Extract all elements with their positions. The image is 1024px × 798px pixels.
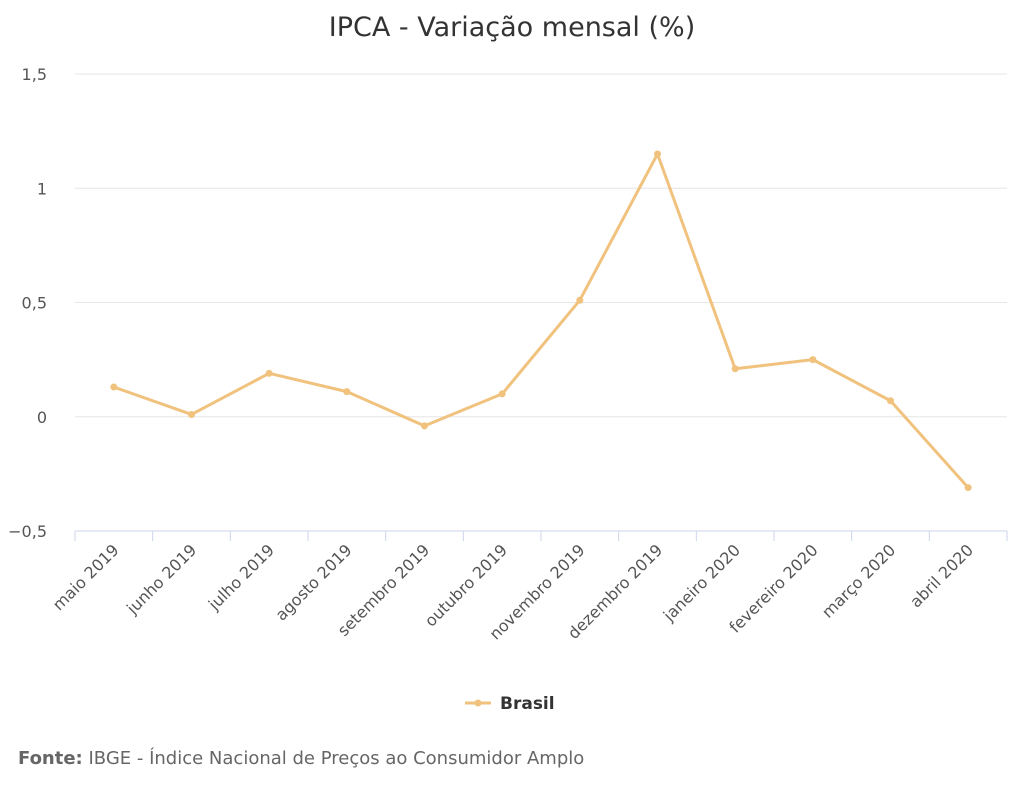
x-tick-label: maio 2019: [49, 540, 123, 614]
x-tick-label: junho 2019: [122, 540, 200, 618]
source-label: Fonte:: [18, 748, 83, 769]
chart-title: IPCA - Variação mensal (%): [328, 12, 696, 43]
legend-marker: [474, 699, 482, 707]
data-point[interactable]: [731, 365, 739, 373]
data-point[interactable]: [110, 383, 118, 391]
data-point[interactable]: [265, 369, 273, 377]
line-chart: −0,5 0 0,5 1 1,5 maio 2019 junho 2019 julho 20…: [8, 65, 1008, 714]
data-point[interactable]: [654, 150, 661, 158]
data-point[interactable]: [498, 390, 506, 398]
y-tick-label: 1: [37, 179, 47, 198]
data-point[interactable]: [421, 422, 428, 430]
y-tick-label: 0,5: [22, 294, 47, 313]
y-tick-label: 0: [37, 408, 47, 427]
x-tick-label: agosto 2019: [272, 540, 356, 624]
source-text: IBGE - Índice Nacional de Preços ao Cons…: [82, 748, 585, 769]
y-tick-label: −0,5: [8, 522, 47, 541]
x-tick-label: julho 2019: [204, 540, 278, 614]
data-point[interactable]: [576, 296, 584, 304]
gridlines: [75, 73, 1007, 418]
series-line[interactable]: [112, 152, 970, 490]
x-tick-label: março 2020: [818, 540, 899, 621]
x-tick-label: janeiro 2020: [659, 540, 744, 625]
data-point[interactable]: [809, 356, 817, 364]
data-point[interactable]: [343, 388, 351, 396]
source-caption: Fonte: IBGE - Índice Nacional de Preços …: [18, 748, 584, 769]
legend[interactable]: Brasil: [465, 694, 555, 714]
y-axis: −0,5 0 0,5 1 1,5: [8, 65, 47, 541]
data-point[interactable]: [188, 410, 195, 418]
y-tick-label: 1,5: [22, 65, 47, 84]
data-point[interactable]: [964, 484, 972, 492]
x-tick-label: abril 2020: [906, 540, 977, 611]
data-point[interactable]: [887, 397, 894, 405]
series-brasil[interactable]: [110, 150, 972, 492]
legend-item-label[interactable]: Brasil: [500, 694, 555, 714]
